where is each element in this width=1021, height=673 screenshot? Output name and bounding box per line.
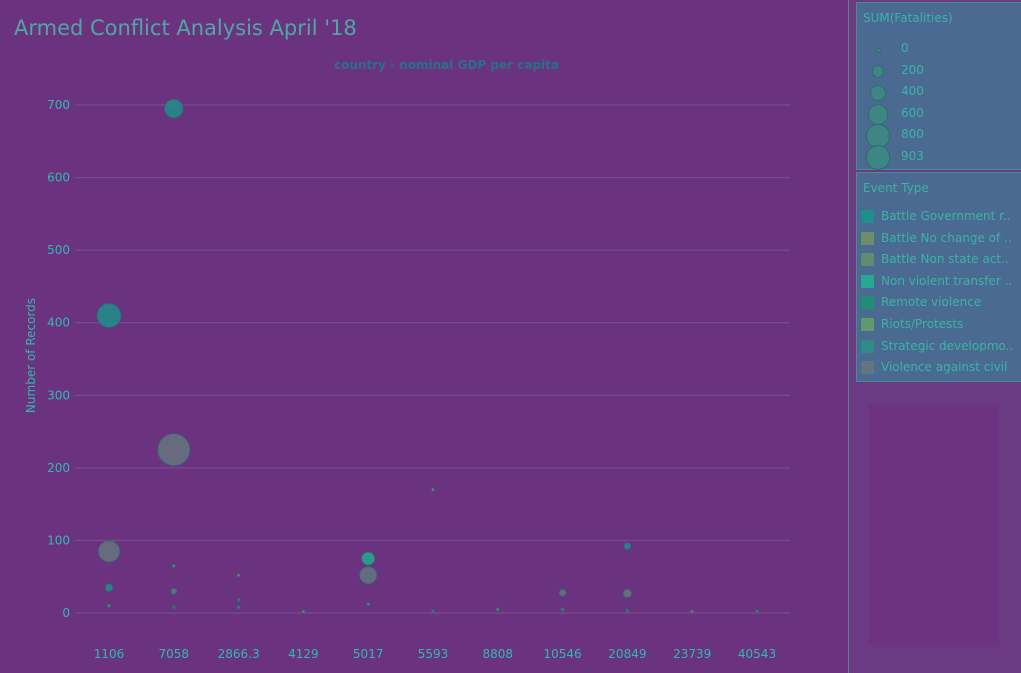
y-tick-label: 100 <box>47 533 70 547</box>
size-legend-bubble <box>866 124 890 148</box>
size-legend-bubble <box>865 145 891 170</box>
size-legend-bubble <box>869 84 887 102</box>
color-swatch <box>861 339 874 353</box>
size-legend-item: 0 <box>857 39 1021 59</box>
color-legend-label: Battle Government r.. <box>881 209 1011 223</box>
data-point[interactable] <box>558 588 567 597</box>
y-tick-label: 500 <box>47 243 70 257</box>
data-point[interactable] <box>171 605 176 610</box>
x-tick-label: 23739 <box>673 647 711 661</box>
color-legend-label: Battle No change of .. <box>881 230 1012 245</box>
size-legend-item: 903 <box>857 145 1021 170</box>
color-legend-item[interactable]: Remote violence <box>861 293 1019 313</box>
data-point[interactable] <box>690 609 695 614</box>
size-legend[interactable]: SUM(Fatalities) 0 200 400 600 800 903 <box>856 2 1021 170</box>
chart-title: country - nominal GDP per capita <box>334 58 559 72</box>
color-swatch <box>861 231 874 245</box>
scatter-plot[interactable]: 0 100 200 300 400 500 600 700 Number of Records 1… <box>0 0 848 673</box>
data-point[interactable] <box>97 540 121 563</box>
color-legend-item[interactable]: Battle No change of .. <box>861 229 1019 249</box>
size-legend-bubble <box>867 104 889 125</box>
size-legend-label: 200 <box>901 62 924 77</box>
data-point[interactable] <box>366 602 371 607</box>
color-legend-item[interactable]: Non violent transfer .. <box>861 272 1019 292</box>
x-tick-label: 5017 <box>353 647 384 661</box>
color-legend-label: Violence against civil <box>881 360 1008 375</box>
y-tick-label: 0 <box>62 606 70 620</box>
data-point[interactable] <box>96 303 122 328</box>
size-legend-label: 400 <box>901 84 924 98</box>
size-legend-item: 600 <box>857 104 1021 125</box>
color-swatch <box>861 361 874 375</box>
data-point[interactable] <box>104 583 114 592</box>
data-point[interactable] <box>622 588 632 598</box>
data-point[interactable] <box>164 99 184 119</box>
size-legend-bubble <box>871 65 885 78</box>
color-legend-label: Non violent transfer .. <box>881 273 1013 288</box>
size-legend-title: SUM(Fatalities) <box>863 11 953 25</box>
size-legend-label: 800 <box>901 127 924 141</box>
chart-panel: Armed Conflict Analysis April '18 countr… <box>0 0 849 673</box>
color-legend-title: Event Type <box>863 181 929 195</box>
x-tick-label: 5593 <box>418 647 449 661</box>
color-legend-label: Remote violence <box>881 295 982 310</box>
color-legend-item[interactable]: Battle Non state act.. <box>861 250 1019 270</box>
y-tick-label: 400 <box>47 316 70 330</box>
size-legend-item: 200 <box>857 61 1021 81</box>
size-legend-label: 600 <box>901 105 924 120</box>
blank-area <box>869 405 999 645</box>
y-axis-label: Number of Records <box>24 298 38 413</box>
color-swatch <box>861 318 874 331</box>
data-point[interactable] <box>170 587 178 595</box>
x-tick-label: 10546 <box>544 647 582 661</box>
x-tick-label: 1106 <box>94 647 125 661</box>
x-tick-label: 20849 <box>608 647 646 661</box>
data-point[interactable] <box>107 603 111 608</box>
data-point[interactable] <box>171 563 176 568</box>
color-legend-item[interactable]: Strategic developmo.. <box>861 337 1019 357</box>
color-legend-item[interactable]: Riots/Protests <box>861 315 1019 335</box>
x-tick-label: 4129 <box>288 647 319 661</box>
y-tick-label: 600 <box>47 171 70 185</box>
x-tick-label: 7058 <box>159 647 190 661</box>
dashboard-title: Armed Conflict Analysis April '18 <box>14 16 357 40</box>
data-point[interactable] <box>301 609 306 614</box>
x-tick-label: 40543 <box>738 647 776 661</box>
color-legend-label: Battle Non state act.. <box>881 252 1009 267</box>
color-legend-label: Riots/Protests <box>881 317 964 331</box>
x-tick-label: 8808 <box>483 647 514 661</box>
data-point[interactable] <box>157 433 191 467</box>
color-swatch <box>861 253 874 267</box>
color-legend-item[interactable]: Violence against civil <box>861 358 1019 378</box>
size-legend-item: 400 <box>857 82 1021 102</box>
size-legend-bubble <box>875 47 881 53</box>
x-tick-label: 2866.3 <box>218 647 260 661</box>
color-legend[interactable]: Event Type Battle Government r.. Battle N… <box>856 172 1021 382</box>
data-point[interactable] <box>431 487 435 492</box>
data-point[interactable] <box>361 551 376 566</box>
size-legend-label: 0 <box>901 41 909 55</box>
data-point[interactable] <box>236 598 241 602</box>
color-swatch <box>861 210 874 223</box>
color-swatch <box>861 296 874 310</box>
y-tick-label: 700 <box>47 98 70 112</box>
y-tick-label: 300 <box>47 388 70 402</box>
data-point[interactable] <box>236 573 241 578</box>
data-point[interactable] <box>560 607 565 612</box>
data-point[interactable] <box>755 609 759 614</box>
data-point[interactable] <box>625 608 630 613</box>
y-tick-label: 200 <box>47 461 70 475</box>
data-point[interactable] <box>236 605 241 610</box>
color-legend-item[interactable]: Battle Government r.. <box>861 207 1019 227</box>
data-point[interactable] <box>623 542 632 551</box>
size-legend-label: 903 <box>901 148 924 163</box>
color-swatch <box>861 274 874 288</box>
data-point[interactable] <box>359 566 378 585</box>
data-point[interactable] <box>431 609 435 614</box>
size-legend-item: 800 <box>857 124 1021 148</box>
data-point[interactable] <box>495 607 500 612</box>
color-legend-label: Strategic developmo.. <box>881 338 1014 353</box>
